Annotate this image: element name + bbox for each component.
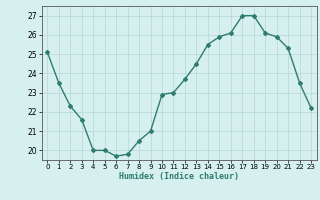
X-axis label: Humidex (Indice chaleur): Humidex (Indice chaleur) — [119, 172, 239, 181]
